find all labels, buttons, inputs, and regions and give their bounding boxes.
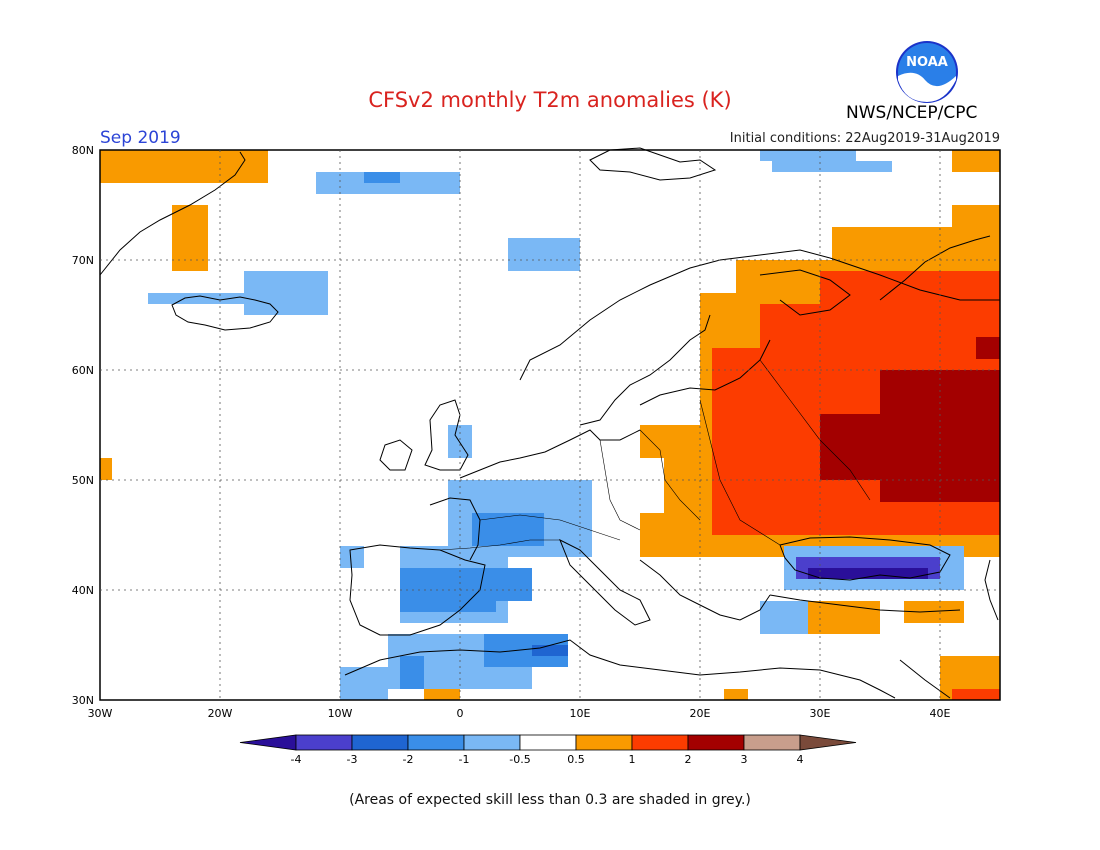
- legend-swatch: [519, 734, 577, 751]
- anomaly-cell: [364, 172, 400, 183]
- anomaly-cell: [100, 150, 268, 183]
- anomaly-cell: [976, 337, 1000, 359]
- anomaly-cell: [880, 370, 1000, 502]
- legend-label: 2: [685, 753, 692, 766]
- anomaly-cell: [808, 568, 928, 579]
- anomaly-cell: [760, 150, 808, 161]
- legend-label: -3: [347, 753, 358, 766]
- anomaly-cell: [256, 282, 292, 293]
- anomaly-cell: [340, 667, 388, 700]
- anomaly-cell: [640, 513, 724, 557]
- anomaly-cell: [856, 161, 892, 172]
- lat-tick-label: 50N: [72, 474, 94, 487]
- lon-tick-label: 40E: [930, 707, 951, 720]
- anomaly-cell: [952, 689, 1000, 700]
- legend-label: 1: [629, 753, 636, 766]
- legend-swatch: [463, 734, 521, 751]
- anomaly-cell: [640, 425, 676, 458]
- legend-swatch: [631, 734, 689, 751]
- anomaly-cell: [952, 205, 1000, 227]
- skill-note: (Areas of expected skill less than 0.3 a…: [349, 792, 751, 808]
- anomaly-cell: [148, 293, 244, 304]
- legend-arrow-high: [799, 734, 857, 751]
- lat-tick-label: 80N: [72, 144, 94, 157]
- legend-arrow-low: [239, 734, 297, 751]
- lon-tick-label: 30W: [88, 707, 113, 720]
- lon-tick-label: 10W: [328, 707, 353, 720]
- logo-text: NOAA: [906, 55, 948, 70]
- lon-tick-label: 20W: [208, 707, 233, 720]
- anomaly-cell: [472, 513, 544, 546]
- lat-tick-label: 40N: [72, 584, 94, 597]
- legend-label: 4: [797, 753, 804, 766]
- anomaly-cell: [724, 689, 748, 700]
- legend-label: 0.5: [567, 753, 585, 766]
- legend-swatch: [743, 734, 801, 751]
- lat-tick-label: 70N: [72, 254, 94, 267]
- axis-ticks: 30W 20W 10W 0 10E 20E 30E 40E 80N 70N 60N 50N 40N 30N: [72, 144, 951, 720]
- lon-tick-label: 0: [457, 707, 464, 720]
- anomaly-cell: [172, 205, 208, 271]
- anomaly-cell: [448, 425, 472, 458]
- anomaly-cell: [760, 601, 808, 634]
- anomaly-cell: [508, 238, 580, 271]
- agency-label: NWS/NCEP/CPC: [846, 103, 978, 123]
- legend-swatch: [295, 734, 353, 751]
- anomaly-cell: [424, 689, 460, 700]
- color-legend: -4 -3 -2 -1 -0.5 0.5 1 2 3 4: [239, 734, 857, 766]
- lon-tick-label: 20E: [690, 707, 711, 720]
- anomaly-cell: [904, 601, 964, 623]
- lat-tick-label: 60N: [72, 364, 94, 377]
- legend-swatch: [575, 734, 633, 751]
- legend-swatch: [687, 734, 745, 751]
- legend-label: -1: [459, 753, 470, 766]
- page-title: CFSv2 monthly T2m anomalies (K): [368, 88, 732, 112]
- anomaly-cell: [952, 150, 1000, 172]
- lat-tick-label: 30N: [72, 694, 94, 707]
- anomaly-cells: [100, 150, 1000, 700]
- anomaly-cell: [832, 227, 1000, 260]
- legend-label: -4: [291, 753, 302, 766]
- anomaly-cell: [100, 458, 112, 480]
- legend-swatch: [351, 734, 409, 751]
- lon-tick-label: 30E: [810, 707, 831, 720]
- map-frame: [99, 149, 1001, 701]
- forecast-month: Sep 2019: [100, 128, 181, 148]
- lon-tick-label: 10E: [570, 707, 591, 720]
- legend-swatch: [407, 734, 465, 751]
- legend-label: -0.5: [509, 753, 530, 766]
- anomaly-cell: [340, 546, 364, 568]
- gridlines: [100, 150, 1000, 700]
- legend-label: 3: [741, 753, 748, 766]
- anomaly-cell: [400, 656, 424, 689]
- anomaly-cell: [820, 271, 1000, 326]
- anomaly-cell: [460, 568, 532, 601]
- anomaly-cell: [532, 645, 568, 656]
- initial-conditions: Initial conditions: 22Aug2019-31Aug2019: [729, 131, 1000, 146]
- noaa-logo: NOAA: [895, 40, 959, 104]
- legend-label: -2: [403, 753, 414, 766]
